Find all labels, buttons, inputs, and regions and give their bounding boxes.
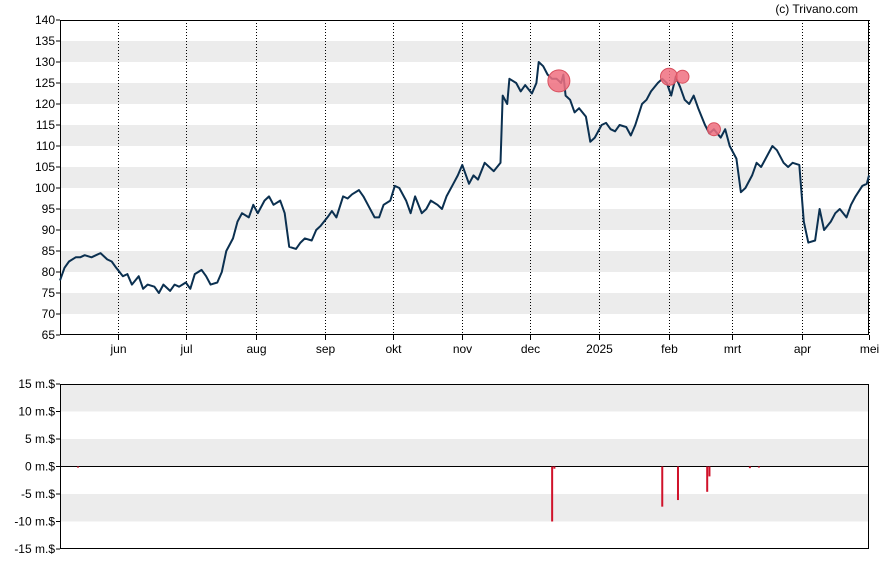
y-tick-label: 135	[35, 34, 55, 48]
x-tick-label: aug	[246, 342, 266, 356]
trade-marker	[706, 122, 721, 137]
x-tick-label: 2025	[586, 342, 613, 356]
x-tick-label: feb	[661, 342, 678, 356]
y-tick-label: 105	[35, 160, 55, 174]
y-tick-label: 85	[42, 244, 56, 258]
volume-bar	[706, 466, 709, 492]
credit-text: (c) Trivano.com	[775, 2, 858, 16]
price-band	[60, 209, 869, 230]
volume-y-tick-label: 15 m.$	[18, 377, 55, 391]
volume-band	[60, 384, 869, 412]
volume-bar	[676, 466, 679, 501]
x-tick-label: dec	[521, 342, 540, 356]
volume-bar	[76, 466, 79, 468]
x-tick-label: apr	[794, 342, 811, 356]
volume-y-tick-label: -5 m.$	[21, 487, 55, 501]
y-tick-label: 120	[35, 97, 55, 111]
price-band	[60, 41, 869, 62]
y-tick-label: 70	[42, 307, 56, 321]
y-tick-label: 75	[42, 286, 56, 300]
price-band	[60, 251, 869, 272]
volume-y-tick-label: 10 m.$	[18, 405, 55, 419]
y-tick-label: 115	[36, 118, 55, 132]
price-band	[60, 83, 869, 104]
y-tick-label: 65	[42, 328, 56, 342]
x-tick-label: jul	[179, 342, 192, 356]
volume-bar	[757, 466, 760, 468]
volume-y-tick-label: 0 m.$	[25, 460, 55, 474]
volume-bar	[553, 466, 556, 469]
volume-y-tick-label: 5 m.$	[25, 432, 55, 446]
volume-bar	[551, 466, 554, 522]
volume-bar	[661, 466, 664, 507]
y-tick-label: 110	[36, 139, 55, 153]
x-tick-label: mrt	[724, 342, 742, 356]
volume-panel: 15 m.$ 10 m.$ 5 m.$ 0 m.$ -5 m.$ -10 m.$ -15 m…	[14, 377, 869, 556]
trade-marker	[675, 69, 690, 84]
trade-marker	[547, 69, 571, 93]
y-tick-label: 125	[35, 76, 55, 90]
volume-y-tick-label: -10 m.$	[14, 515, 55, 529]
x-tick-label: sep	[316, 342, 336, 356]
price-panel: jun jul aug sep okt nov dec 2025 feb mrt apr mei 140…	[35, 13, 879, 356]
volume-bar	[708, 466, 711, 477]
volume-bar	[748, 466, 751, 469]
x-tick-label: nov	[453, 342, 472, 356]
price-band	[60, 167, 869, 188]
volume-y-tick-label: -15 m.$	[14, 542, 55, 556]
trade-marker	[659, 67, 678, 86]
price-band	[60, 293, 869, 314]
volume-plot-frame	[60, 384, 869, 549]
price-line	[59, 61, 870, 294]
y-tick-label: 130	[35, 55, 55, 69]
y-tick-label: 95	[42, 202, 56, 216]
price-band	[60, 125, 869, 146]
x-tick-label: okt	[385, 342, 402, 356]
volume-band	[60, 439, 869, 467]
y-tick-label: 100	[35, 181, 55, 195]
volume-band	[60, 494, 869, 522]
y-tick-label: 140	[35, 13, 55, 27]
x-tick-label: mei	[860, 342, 879, 356]
y-tick-label: 90	[42, 223, 56, 237]
x-tick-label: jun	[109, 342, 126, 356]
y-tick-label: 80	[42, 265, 56, 279]
